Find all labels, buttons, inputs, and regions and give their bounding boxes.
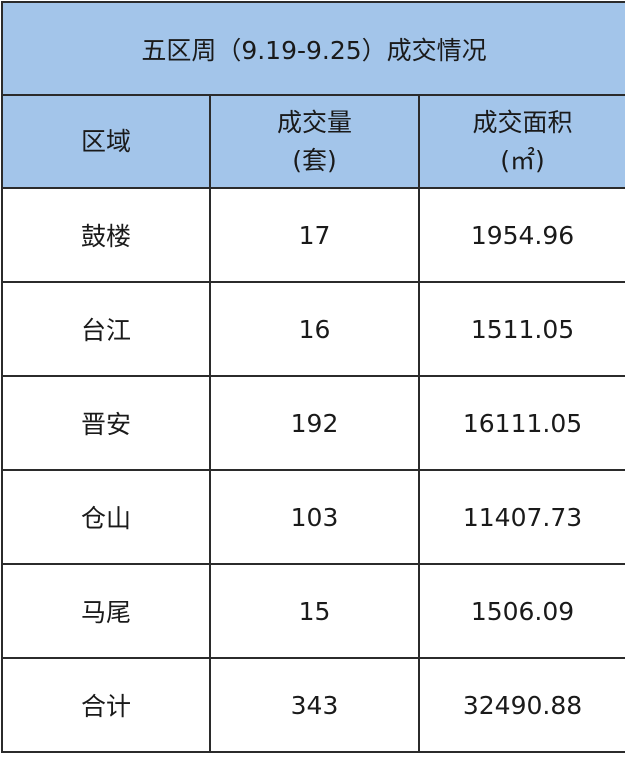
cell-units: 343	[209, 657, 420, 753]
cell-district: 仓山	[1, 469, 211, 565]
header-row: 区域 成交量 (套) 成交面积 (㎡)	[1, 94, 625, 189]
header-label: 成交量	[276, 107, 352, 137]
table-row: 马尾 15 1506.09	[1, 563, 625, 659]
cell-district: 台江	[1, 281, 211, 377]
table-title: 五区周（9.19-9.25）成交情况	[0, 1, 625, 96]
cell-units: 15	[209, 563, 420, 659]
header-district: 区域	[1, 94, 211, 189]
table-row: 鼓楼 17 1954.96	[1, 187, 625, 283]
cell-units: 103	[209, 469, 420, 565]
header-unit: (套)	[292, 145, 337, 175]
cell-area: 1954.96	[417, 187, 625, 283]
cell-area: 11407.73	[417, 469, 625, 565]
cell-area: 16111.05	[417, 375, 625, 471]
cell-district: 合计	[1, 657, 211, 753]
cell-units: 17	[209, 187, 420, 283]
table-row: 仓山 103 11407.73	[1, 469, 625, 565]
cell-district: 马尾	[1, 563, 211, 659]
cell-units: 16	[209, 281, 420, 377]
cell-area: 1506.09	[417, 563, 625, 659]
cell-area: 32490.88	[417, 657, 625, 753]
header-label: 区域	[80, 126, 131, 156]
total-row: 合计 343 32490.88	[1, 657, 625, 753]
cell-units: 192	[209, 375, 420, 471]
title-row: 五区周（9.19-9.25）成交情况	[0, 1, 625, 96]
header-label: 成交面积	[472, 107, 573, 137]
header-unit: (㎡)	[500, 145, 545, 175]
cell-area: 1511.05	[417, 281, 625, 377]
header-units: 成交量 (套)	[209, 94, 420, 189]
table-row: 台江 16 1511.05	[1, 281, 625, 377]
header-area: 成交面积 (㎡)	[417, 94, 625, 189]
cell-district: 鼓楼	[1, 187, 211, 283]
table-row: 晋安 192 16111.05	[1, 375, 625, 471]
cell-district: 晋安	[1, 375, 211, 471]
